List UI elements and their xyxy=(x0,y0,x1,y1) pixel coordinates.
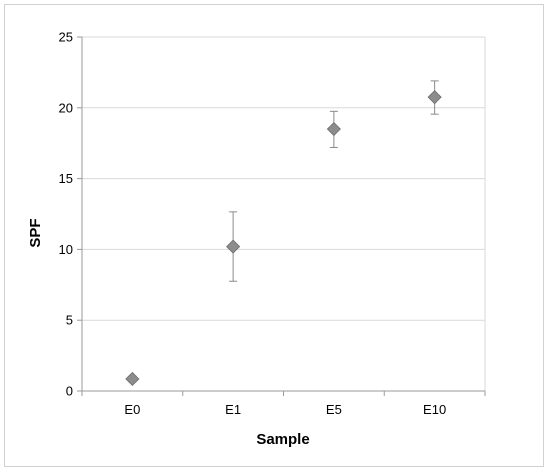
y-tick-label: 25 xyxy=(59,30,73,45)
data-points xyxy=(125,90,442,387)
data-point-E5 xyxy=(326,121,341,137)
chart-frame xyxy=(4,4,544,467)
gridlines xyxy=(82,36,486,391)
x-tick-label: E1 xyxy=(225,402,241,417)
y-tick-label: 5 xyxy=(66,313,73,328)
error-bars xyxy=(128,80,439,383)
y-tick-label: 15 xyxy=(59,171,73,186)
y-tick-label: 20 xyxy=(59,100,73,115)
data-point-E10 xyxy=(427,90,442,105)
x-tick-labels: E0 E1 E5 E10 xyxy=(124,402,446,417)
x-tick-label: E0 xyxy=(124,402,140,417)
data-point-E1 xyxy=(226,239,241,254)
x-tick-label: E5 xyxy=(326,402,342,417)
data-point-E0 xyxy=(125,371,140,387)
axes xyxy=(77,36,486,396)
y-tick-labels: 0 5 10 15 20 25 xyxy=(59,30,73,399)
y-axis-title: SPF xyxy=(27,218,44,247)
y-tick-label: 0 xyxy=(66,384,73,399)
x-axis-title: Sample xyxy=(256,431,309,448)
x-tick-label: E10 xyxy=(423,402,446,417)
y-tick-label: 10 xyxy=(59,242,73,257)
